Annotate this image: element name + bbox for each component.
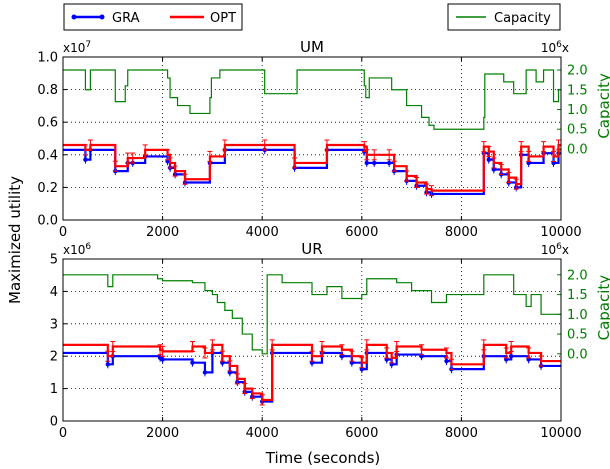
x-tick-label: 10000 — [540, 225, 581, 240]
x-tick-label: 8000 — [445, 426, 478, 441]
y-tick-label: 1.0 — [37, 51, 58, 66]
y-tick-label: 3 — [50, 317, 58, 332]
x-tick-label: 2000 — [146, 426, 179, 441]
y2-multiplier-suffix: x — [562, 243, 569, 257]
x-tick-label: 10000 — [540, 426, 581, 441]
y2-tick-label: 1.5 — [567, 288, 588, 303]
y-multiplier-exp: 6 — [85, 242, 91, 252]
y-tick-label: 0.6 — [37, 116, 58, 131]
y2-tick-label: 2.0 — [567, 268, 588, 283]
shared-y-label: Maximized utility — [6, 176, 24, 304]
legend-opt-label: OPT — [210, 11, 236, 26]
legend-capacity-label: Capacity — [494, 11, 551, 26]
y2-tick-label: 1.0 — [567, 308, 588, 323]
y-tick-label: 2 — [50, 350, 58, 365]
y-tick-label: 0 — [50, 415, 58, 430]
y-tick-label: 0.8 — [37, 83, 58, 98]
panel-ur: 0 2000 4000 6000 8000 10000 0 1 2 3 4 5 0.0 0.5 1.0 1.5… — [50, 240, 610, 441]
x-tick-label: 6000 — [345, 426, 378, 441]
y2-tick-label: 0.0 — [567, 142, 588, 157]
panel-title: UM — [300, 38, 324, 56]
x-tick-label: 2000 — [146, 225, 179, 240]
y-tick-label: 0.2 — [37, 181, 58, 196]
panel-title: UR — [301, 240, 322, 258]
series-line-capacity — [63, 69, 561, 130]
y-multiplier: x107 — [63, 40, 91, 55]
y2-multiplier-suffix: x — [562, 41, 569, 55]
y-tick-label: 5 — [50, 253, 58, 268]
y2-axis-label: Capacity — [595, 275, 610, 341]
legend-gra-marker-left — [71, 14, 77, 20]
series-line-capacity — [63, 274, 561, 355]
y2-tick-label: 2.0 — [567, 64, 588, 79]
y-tick-label: 0.0 — [37, 214, 58, 229]
x-tick-label: 4000 — [246, 225, 279, 240]
legend-right: Capacity — [447, 3, 561, 31]
x-tick-label: 8000 — [445, 225, 478, 240]
series-line-gra — [63, 351, 561, 403]
y2-tick-label: 0.0 — [567, 347, 588, 362]
x-tick-label: 6000 — [345, 225, 378, 240]
y2-tick-label: 1.5 — [567, 83, 588, 98]
y2-tick-label: 0.5 — [567, 123, 588, 138]
plot-frame — [62, 56, 562, 221]
y2-multiplier: 106x — [541, 242, 569, 257]
y-tick-label: 1 — [50, 382, 58, 397]
y2-tick-label: 1.0 — [567, 103, 588, 118]
y-multiplier-exp: 7 — [85, 40, 91, 50]
y-tick-label: 0.4 — [37, 148, 58, 163]
x-tick-label: 0 — [59, 426, 67, 441]
y2-multiplier: 106x — [541, 40, 569, 55]
legend-left: GRA OPT — [63, 3, 243, 31]
legend-gra-marker-right — [99, 14, 105, 20]
y-tick-label: 4 — [50, 285, 58, 300]
plot-frame — [62, 258, 562, 422]
shared-x-label: Time (seconds) — [265, 449, 381, 467]
x-tick-label: 4000 — [246, 426, 279, 441]
legend-gra-label: GRA — [112, 11, 140, 26]
y2-tick-label: 0.5 — [567, 328, 588, 343]
x-tick-label: 0 — [59, 225, 67, 240]
y-multiplier: x106 — [63, 242, 91, 257]
y2-multiplier-exp: 6 — [556, 40, 562, 50]
y2-axis-label: Capacity — [595, 73, 610, 139]
panel-um: 0 2000 4000 6000 8000 10000 0.0 0.2 0.4 0.6 0.8 1.0… — [37, 38, 610, 240]
y2-multiplier-exp: 6 — [556, 242, 562, 252]
